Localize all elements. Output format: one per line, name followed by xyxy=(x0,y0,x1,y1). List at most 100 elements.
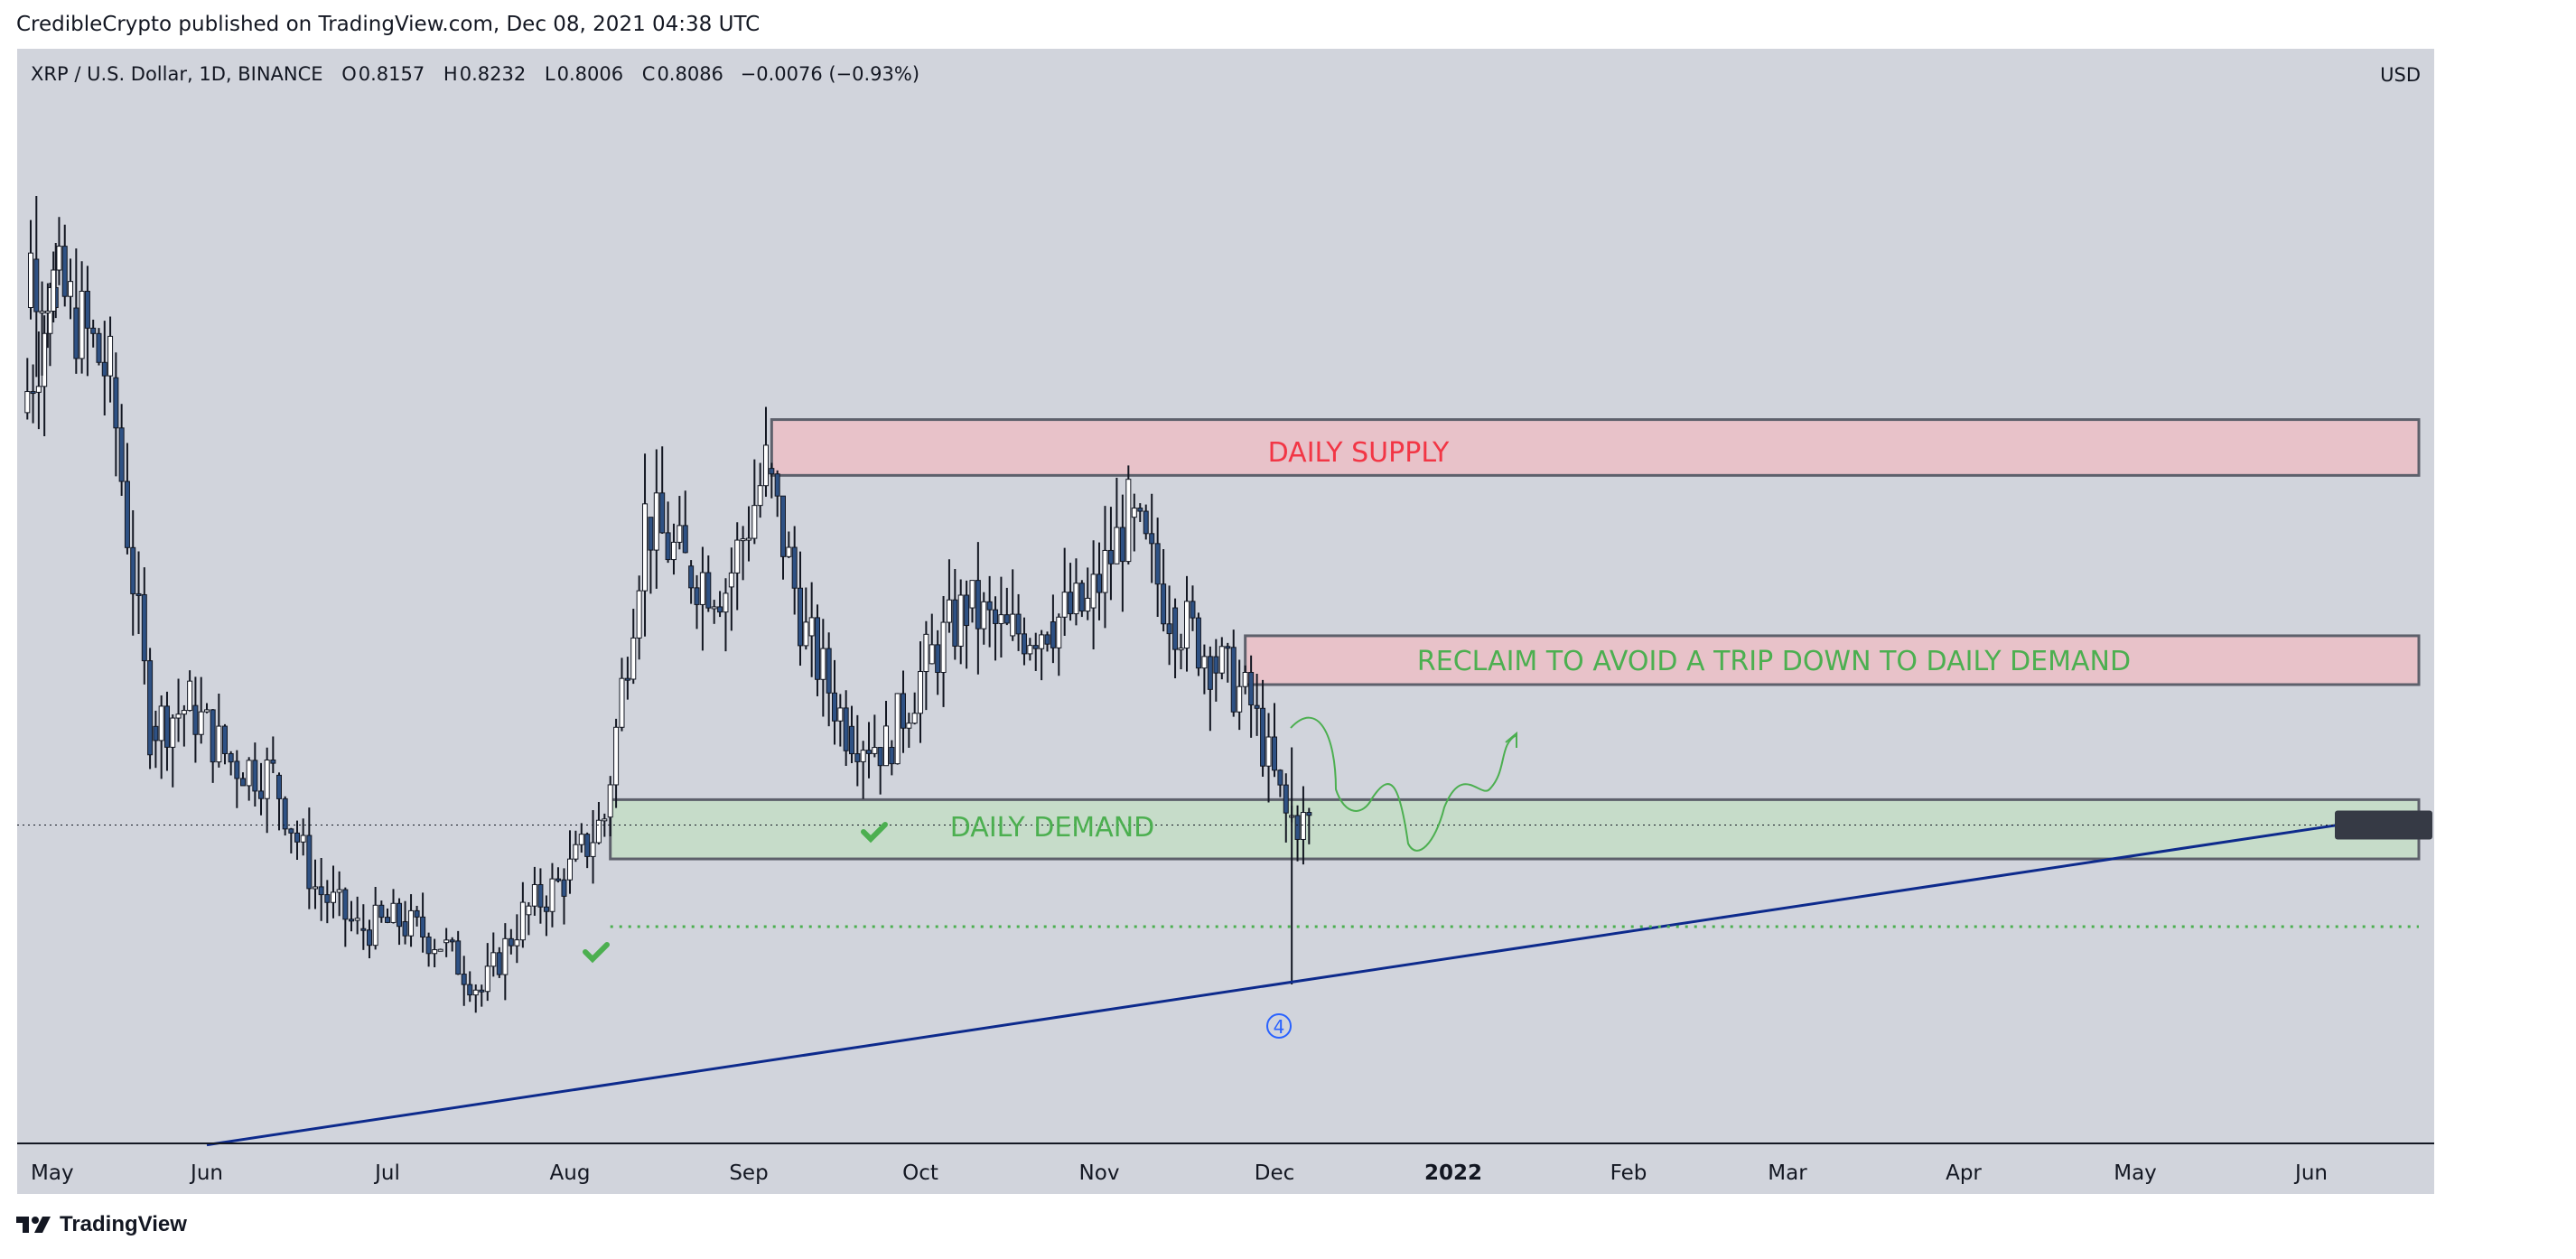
candle-body xyxy=(390,902,397,923)
candle-body xyxy=(1190,601,1196,619)
candle-body xyxy=(425,937,432,955)
candle-body xyxy=(318,886,324,896)
candle-body xyxy=(508,937,514,947)
candle-body xyxy=(349,919,354,922)
candle-body xyxy=(1237,685,1243,713)
candle-body xyxy=(901,693,906,729)
close-value: 0.8086 xyxy=(657,63,723,85)
candle-body xyxy=(1010,613,1016,637)
x-tick-label: 2022 xyxy=(1424,1161,1482,1185)
chart-background xyxy=(17,49,2434,1194)
candle-body xyxy=(1242,671,1248,687)
candle-body xyxy=(526,905,532,916)
candle-body xyxy=(1061,592,1068,618)
x-tick-label: Jul xyxy=(373,1161,400,1185)
candle-body xyxy=(798,587,803,647)
demand-check-2 xyxy=(861,822,888,844)
candle-body xyxy=(849,725,854,755)
candle-body xyxy=(843,707,849,751)
candle-body xyxy=(443,939,450,944)
candle-body xyxy=(1050,621,1056,648)
symbol-tag-bg xyxy=(2335,810,2432,840)
candle-body xyxy=(461,974,467,985)
x-tick-label: May xyxy=(2114,1161,2157,1185)
candle-body xyxy=(555,878,561,881)
candle-body xyxy=(1166,623,1172,635)
candle-body xyxy=(1090,574,1097,609)
candle-body xyxy=(595,819,602,844)
price-chart[interactable]: DAILY SUPPLY RECLAIM TO AVOID A TRIP DOWN… xyxy=(17,49,2434,1194)
candle-body xyxy=(175,713,182,719)
candle-body xyxy=(573,844,579,860)
candle-body xyxy=(866,750,872,754)
candle-body xyxy=(258,790,264,799)
demand-zone-label: DAILY DEMAND xyxy=(950,812,1155,844)
candle-body xyxy=(455,940,462,975)
candle-body xyxy=(432,949,438,955)
candle-body xyxy=(1143,510,1149,535)
candle-body xyxy=(986,601,993,611)
candle-body xyxy=(514,939,520,947)
candle-body xyxy=(1300,812,1306,840)
candle-body xyxy=(746,537,751,541)
candle-body xyxy=(372,904,378,947)
candle-body xyxy=(90,327,97,334)
candle-body xyxy=(96,332,102,363)
candle-body xyxy=(496,952,502,975)
candle-body xyxy=(837,707,844,722)
candle-body xyxy=(613,726,620,786)
candle-body xyxy=(467,984,473,996)
candle-body xyxy=(694,587,700,605)
projection-wave xyxy=(1290,716,1517,852)
x-tick-label: Jun xyxy=(189,1161,223,1185)
chart-frame[interactable]: DAILY SUPPLY RECLAIM TO AVOID A TRIP DOWN… xyxy=(17,49,2434,1194)
candle-body xyxy=(584,834,591,857)
candle-body xyxy=(1248,671,1255,705)
candle-body xyxy=(543,906,549,912)
candle-body xyxy=(659,492,666,534)
candle-body xyxy=(711,606,717,610)
candle-body xyxy=(479,989,485,993)
candle-body xyxy=(699,572,705,605)
candle-body xyxy=(734,539,741,574)
candle-body xyxy=(537,883,544,908)
symbol-name: XRP / U.S. Dollar, 1D, BINANCE xyxy=(31,63,323,85)
candle-body xyxy=(1039,634,1045,649)
candle-body xyxy=(181,710,187,715)
candle-body xyxy=(769,468,775,475)
low-value: 0.8006 xyxy=(556,63,624,85)
candle-body xyxy=(774,473,780,497)
candle-body xyxy=(946,599,952,623)
demand-zone xyxy=(609,797,2421,861)
candle-body xyxy=(113,377,119,429)
x-tick-label: Mar xyxy=(1768,1161,1807,1185)
candle-body xyxy=(1097,574,1102,593)
candle-body xyxy=(1161,583,1167,625)
candle-body xyxy=(561,879,567,897)
candle-body xyxy=(472,989,479,996)
candle-body xyxy=(408,909,415,937)
candle-body xyxy=(1230,647,1237,713)
candle-body xyxy=(786,546,792,557)
projection-arrowhead xyxy=(1505,731,1517,748)
tradingview-logo[interactable]: TradingView xyxy=(16,1212,187,1237)
candle-body xyxy=(107,335,114,377)
candle-body xyxy=(402,921,408,937)
candle-body xyxy=(437,948,443,952)
candle-body xyxy=(1195,617,1201,669)
candle-body xyxy=(872,747,878,754)
candle-body xyxy=(602,818,608,822)
candle-body xyxy=(68,281,74,297)
candle-body xyxy=(73,307,79,359)
candle-body xyxy=(35,386,42,393)
candle-body xyxy=(923,633,929,673)
candle-body xyxy=(130,546,136,594)
candle-body xyxy=(240,778,246,787)
candle-body xyxy=(981,601,987,630)
candle-body xyxy=(1254,704,1260,709)
candle-body xyxy=(1178,648,1184,651)
candle-body xyxy=(964,594,970,627)
candle-body xyxy=(688,565,695,589)
candle-body xyxy=(677,525,683,543)
candle-body xyxy=(728,572,734,588)
